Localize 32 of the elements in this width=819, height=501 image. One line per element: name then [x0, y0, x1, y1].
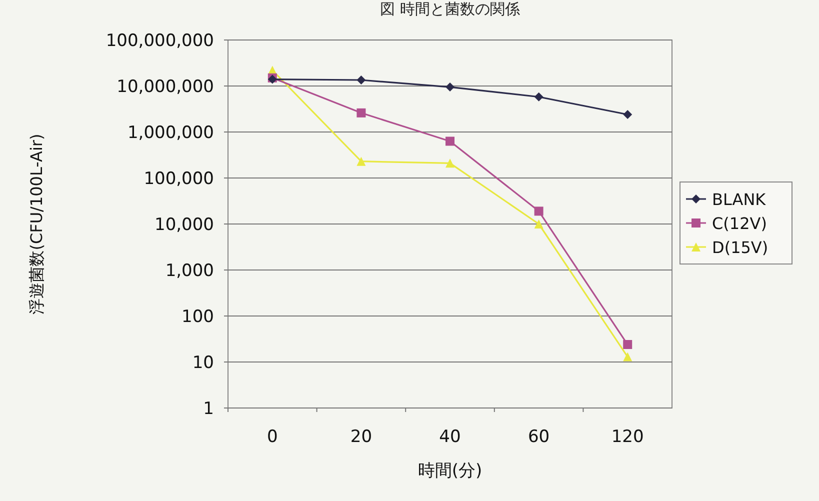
y-tick-label: 100	[182, 307, 214, 327]
y-tick-label: 1	[203, 399, 214, 419]
y-tick-label: 10	[192, 353, 214, 373]
legend-label: BLANK	[712, 190, 766, 209]
x-tick-label: 120	[611, 427, 644, 447]
point	[534, 92, 544, 102]
point	[534, 206, 544, 216]
y-tick-label: 100,000	[144, 169, 214, 189]
y-tick-label: 1,000,000	[127, 123, 214, 143]
title: 図 時間と菌数の関係	[380, 0, 520, 18]
point	[623, 110, 632, 120]
y-tick-label: 10,000,000	[116, 77, 214, 97]
point	[446, 136, 454, 146]
point	[356, 76, 366, 85]
y-tick-label: 1,000	[165, 261, 214, 281]
point	[534, 220, 544, 228]
legend-label: D(15V)	[712, 238, 768, 257]
point	[356, 108, 366, 118]
point	[623, 340, 632, 350]
x-tick-label: 60	[528, 427, 550, 447]
point	[446, 82, 454, 92]
x-tick-label: 40	[439, 427, 461, 447]
point	[356, 156, 366, 166]
x-axis-title: 時間(分)	[418, 461, 482, 481]
y-tick-label: 10,000	[154, 215, 214, 235]
x-tick-label: 0	[266, 427, 278, 447]
y-axis-title: 浮遊菌数(CFU/100L-Air)	[27, 134, 46, 314]
point	[446, 158, 454, 168]
x-tick-label: 20	[350, 427, 372, 447]
point	[623, 352, 632, 362]
legend-label: C(12V)	[712, 214, 767, 233]
y-tick-label: 100,000,000	[106, 31, 214, 51]
